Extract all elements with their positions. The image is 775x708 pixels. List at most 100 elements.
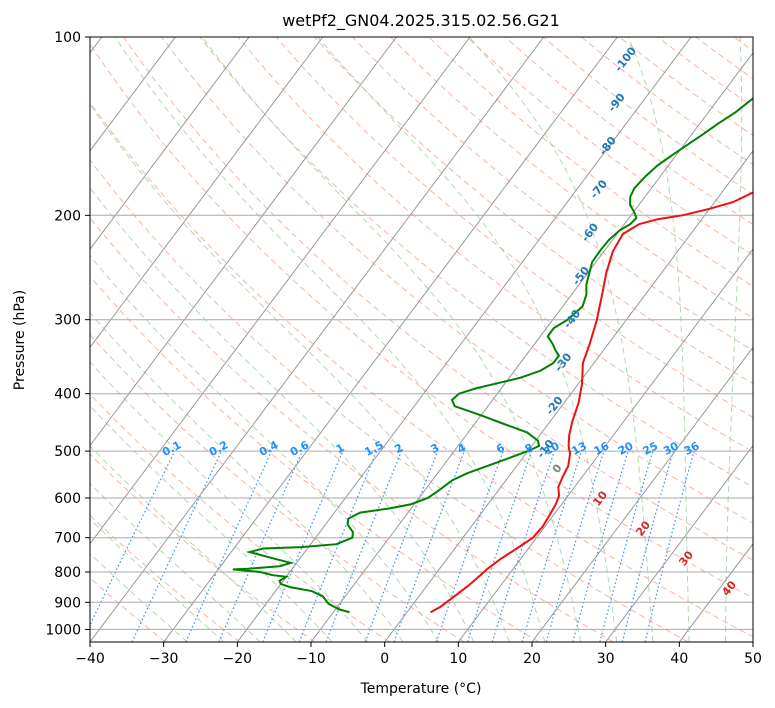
line-labels: -100-90-80-70-60-50-40-30-20-100.1 0.2 0.4… (160, 44, 739, 598)
moist-adiabat-line (317, 37, 618, 642)
isotherm-line (236, 37, 692, 642)
dry-adiabat-label: -60 (579, 220, 602, 244)
chart-title: wetPf2_GN04.2025.315.02.56.G21 (282, 11, 560, 31)
y-tick-label: 1000 (45, 622, 81, 638)
dry-adiabat-line (90, 393, 390, 642)
dry-adiabat-line (580, 37, 753, 166)
isotherm-line (90, 37, 545, 642)
y-tick-label: 500 (54, 444, 81, 460)
grid-lines (90, 37, 753, 642)
moist-adiabat-line (201, 37, 582, 642)
dry-adiabat-line (90, 101, 753, 638)
dry-adiabat-line (351, 37, 753, 352)
moist-adiabat-line (90, 552, 188, 642)
x-tick-label: 40 (670, 651, 688, 667)
dry-adiabat-label: -20 (543, 394, 566, 418)
dry-adiabat-label: -40 (561, 307, 584, 331)
x-tick-label: 10 (449, 651, 467, 667)
mixing-ratio-label: 1 (334, 441, 347, 456)
isotherm-line (531, 346, 753, 642)
plot-frame (89, 36, 754, 643)
y-tick-label: 300 (54, 313, 81, 329)
moist-adiabat-line (90, 518, 225, 642)
mixing-ratio-line (262, 450, 344, 642)
mixing-ratio-line (298, 450, 378, 642)
mixing-ratio-label: 20 (616, 439, 636, 458)
moist-adiabat-line (725, 37, 743, 642)
mixing-ratio-label: 10 (542, 439, 562, 458)
dry-adiabat-line (90, 275, 540, 642)
background-curves (90, 25, 775, 643)
dry-adiabat-line (90, 159, 689, 642)
dry-adiabat-label: -100 (612, 44, 639, 74)
axes: −40 −30 −20 −10 0 10 20 30 40 5010020030040050060… (45, 30, 762, 667)
dry-adiabat-line (275, 37, 753, 419)
mixing-ratio-label: 3 (429, 441, 442, 456)
dry-adiabat-line (466, 37, 753, 256)
dry-adiabat-label: -30 (552, 350, 575, 374)
mixing-ratio-label: 1.5 (362, 438, 385, 459)
dry-adiabat-label: -50 (570, 264, 593, 288)
mixing-ratio-line (131, 450, 223, 642)
x-tick-label: −20 (223, 651, 253, 667)
dry-adiabat-line (389, 37, 753, 319)
isotherm-line (90, 37, 397, 447)
moist-adiabat-line (90, 361, 369, 642)
isotherm-line (605, 444, 753, 642)
mixing-ratio-label: 0.2 (207, 438, 230, 459)
mixing-ratio-label: 4 (455, 441, 468, 456)
mixing-ratio-label: 13 (569, 439, 589, 458)
mixing-ratio-label: 2 (392, 441, 405, 456)
y-tick-label: 200 (54, 208, 81, 224)
moist-adiabat-line (90, 482, 261, 642)
isotherm-line (384, 150, 753, 642)
dry-adiabat-line (90, 43, 753, 599)
dry-adiabat-line (755, 25, 775, 643)
mixing-ratio-line (90, 450, 176, 627)
mixing-ratio-line (325, 450, 403, 642)
y-tick-label: 400 (54, 387, 81, 403)
mixing-ratio-line (521, 450, 583, 642)
moist-adiabat-line (90, 254, 439, 642)
temperature-profile-line (430, 191, 753, 614)
mixing-ratio-label: 0.6 (288, 438, 312, 459)
dry-adiabat-line (161, 37, 753, 524)
dry-adiabat-line (428, 37, 753, 287)
moist-adiabat-line (90, 186, 475, 642)
y-tick-label: 900 (54, 595, 81, 611)
moist-adiabat-label: 20 (633, 518, 653, 538)
y-tick-label: 600 (54, 491, 81, 507)
isotherm-line (90, 37, 471, 545)
x-tick-label: −40 (75, 651, 105, 667)
mixing-ratio-line (466, 450, 533, 642)
mixing-ratio-label: 25 (641, 439, 661, 458)
mixing-ratio-line (185, 450, 273, 642)
dry-adiabat-line (656, 37, 753, 108)
dewpoint-profile-line (232, 97, 753, 614)
isotherm-line (90, 37, 250, 250)
isotherm-line (163, 37, 618, 642)
mixing-ratio-label: 16 (592, 439, 612, 458)
x-tick-label: 50 (744, 651, 762, 667)
moist-adiabat-line (90, 103, 510, 642)
mixing-ratio-line (491, 450, 555, 642)
mixing-ratio-line (572, 450, 629, 642)
mixing-ratio-label: 0.1 (160, 438, 183, 459)
x-axis-label: Temperature (°C) (360, 681, 482, 697)
dry-adiabat-line (122, 37, 753, 561)
moist-adiabat-line (90, 311, 404, 642)
mixing-ratio-label: 6 (494, 441, 507, 456)
dry-adiabat-line (90, 334, 465, 642)
y-axis-label: Pressure (hPa) (12, 290, 28, 390)
x-tick-label: −10 (296, 651, 326, 667)
moist-adiabat-line (114, 37, 546, 642)
isotherm-line (310, 51, 753, 642)
dry-adiabat-line (542, 37, 753, 195)
dry-adiabat-label: -70 (588, 177, 611, 201)
mixing-ratio-label: 0.4 (257, 438, 281, 459)
mixing-ratio-line (218, 450, 303, 642)
dry-adiabat-line (90, 514, 241, 642)
moist-adiabat-line (762, 37, 775, 642)
sounding-profiles (232, 97, 753, 614)
